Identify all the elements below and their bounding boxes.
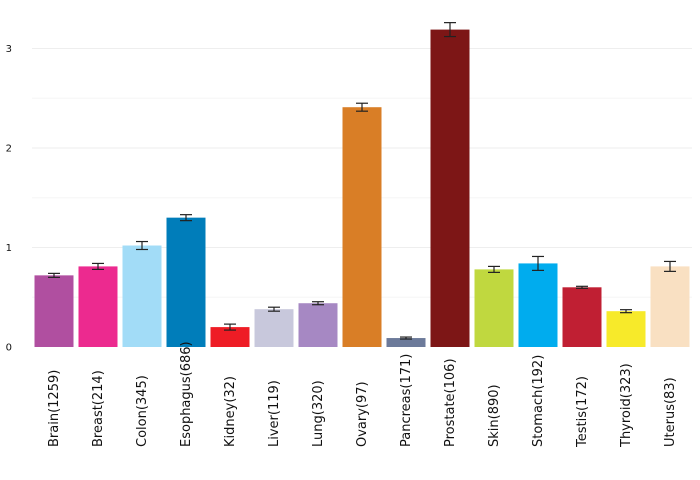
bar-thyroid [606,311,646,347]
bar-testis [562,287,602,347]
bars [34,29,690,347]
bar-ovary [342,107,382,347]
error-bar [400,336,412,340]
y-tick-label: 1 [6,243,12,254]
bar-brain [34,275,74,347]
x-category-label: Stomach(192) [531,355,546,447]
x-axis-labels: Brain(1259) Breast(214) Colon(345) Esophagu… [47,341,678,448]
error-bar [224,323,236,331]
bar-pancreas [386,338,426,347]
x-category-label: Lung(320) [311,380,326,447]
bar-lung [298,303,338,347]
x-category-label: Ovary(97) [355,381,370,447]
x-category-label: Uterus(83) [663,377,678,447]
x-category-label: Kidney(32) [223,376,238,447]
error-bar [180,214,192,222]
bar-uterus [650,266,690,347]
error-bar [576,285,588,289]
x-category-label: Thyroid(323) [619,363,634,448]
bar-kidney [210,327,250,347]
error-bar [444,22,456,38]
x-category-label: Prostate(106) [443,358,458,447]
x-category-label: Liver(119) [267,380,282,447]
error-bar [488,265,500,273]
error-bar [312,301,324,306]
error-bar [268,306,280,312]
bar-skin [474,269,514,347]
x-category-label: Esophagus(686) [179,341,194,447]
bar-colon [122,245,162,347]
x-category-label: Pancreas(171) [399,354,414,447]
error-bar [48,272,60,278]
y-tick-label: 3 [6,44,12,55]
x-category-label: Skin(890) [487,384,502,447]
y-axis-ticks: 0 1 2 3 [6,44,12,354]
bar-esophagus [166,217,206,347]
error-bar [92,262,104,270]
bar-stomach [518,263,558,347]
x-category-label: Brain(1259) [47,370,62,447]
error-bar [664,260,676,272]
error-bar [532,255,544,271]
error-bar [136,240,148,251]
y-tick-label: 0 [6,343,12,354]
x-category-label: Breast(214) [91,370,106,447]
x-category-label: Colon(345) [135,375,150,447]
error-bars [48,22,676,340]
error-bar [356,102,368,112]
bar-breast [78,266,118,347]
error-bar [620,309,632,314]
bar-prostate [430,29,470,347]
bar-liver [254,309,294,347]
y-tick-label: 2 [6,144,12,155]
x-category-label: Testis(172) [575,376,590,448]
